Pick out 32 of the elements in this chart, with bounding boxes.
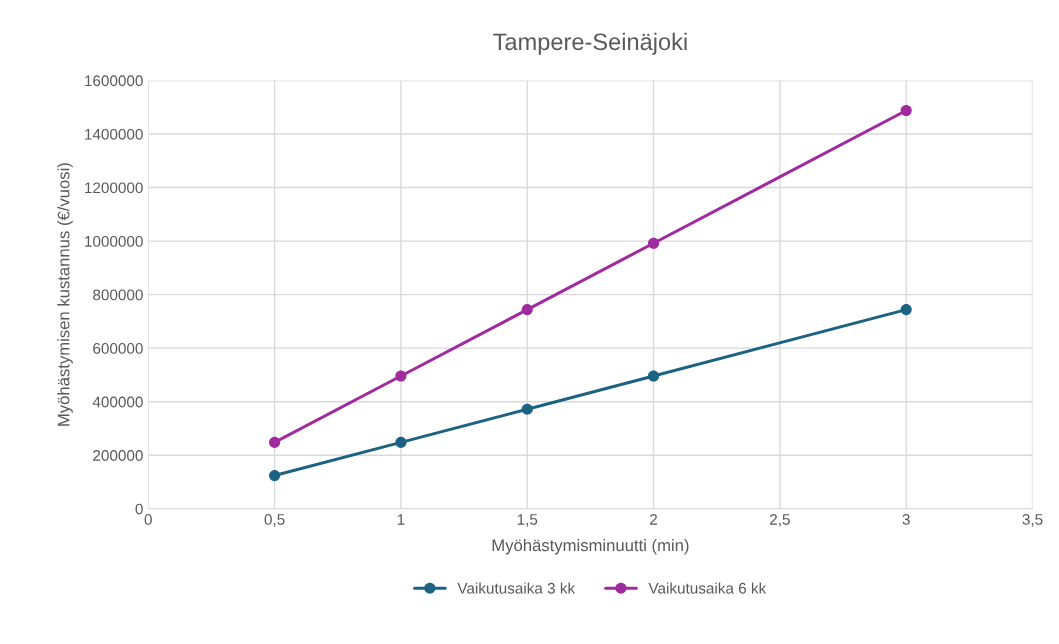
x-tick-label: 0,5 [264, 514, 285, 527]
x-tick-label: 3 [902, 514, 910, 525]
point [395, 370, 407, 382]
y-tick-label: 1600000 [85, 75, 143, 87]
point [269, 436, 281, 448]
x-tick-label: 0 [144, 514, 152, 525]
point [648, 370, 660, 382]
x-axis-title: Myöhästymisminuutti (min) [492, 538, 689, 555]
x-tick-label: 2 [650, 514, 658, 525]
y-tick-label: 1200000 [85, 182, 143, 194]
point [648, 237, 660, 249]
point [900, 104, 912, 117]
y-tick-label: 600000 [93, 343, 143, 354]
x-tick-label: 2,5 [770, 514, 790, 527]
point [269, 470, 281, 482]
y-tick-label: 200000 [93, 450, 143, 461]
x-tick-label: 3,5 [1022, 514, 1043, 527]
point [521, 403, 533, 415]
y-tick-label: 800000 [93, 289, 143, 301]
point [521, 304, 533, 316]
y-tick-label: 400000 [92, 396, 143, 408]
y-tick-label: 1400000 [85, 128, 143, 140]
legend-label: Vaikutusaika 6 kk [648, 582, 767, 594]
x-tick-label: 1 [397, 514, 405, 525]
y-tick-label: 0 [135, 503, 143, 515]
point [900, 304, 912, 316]
y-axis-title: Myöhästymisen kustannus (€/vuosi) [57, 163, 73, 426]
chart-title: Tampere-Seinäjoki [493, 32, 687, 55]
y-tick-label: 1000000 [85, 235, 143, 247]
point [395, 436, 407, 448]
legend-label: Vaikutusaika 3 kk [457, 582, 576, 594]
x-tick-label: 1,5 [517, 514, 538, 527]
